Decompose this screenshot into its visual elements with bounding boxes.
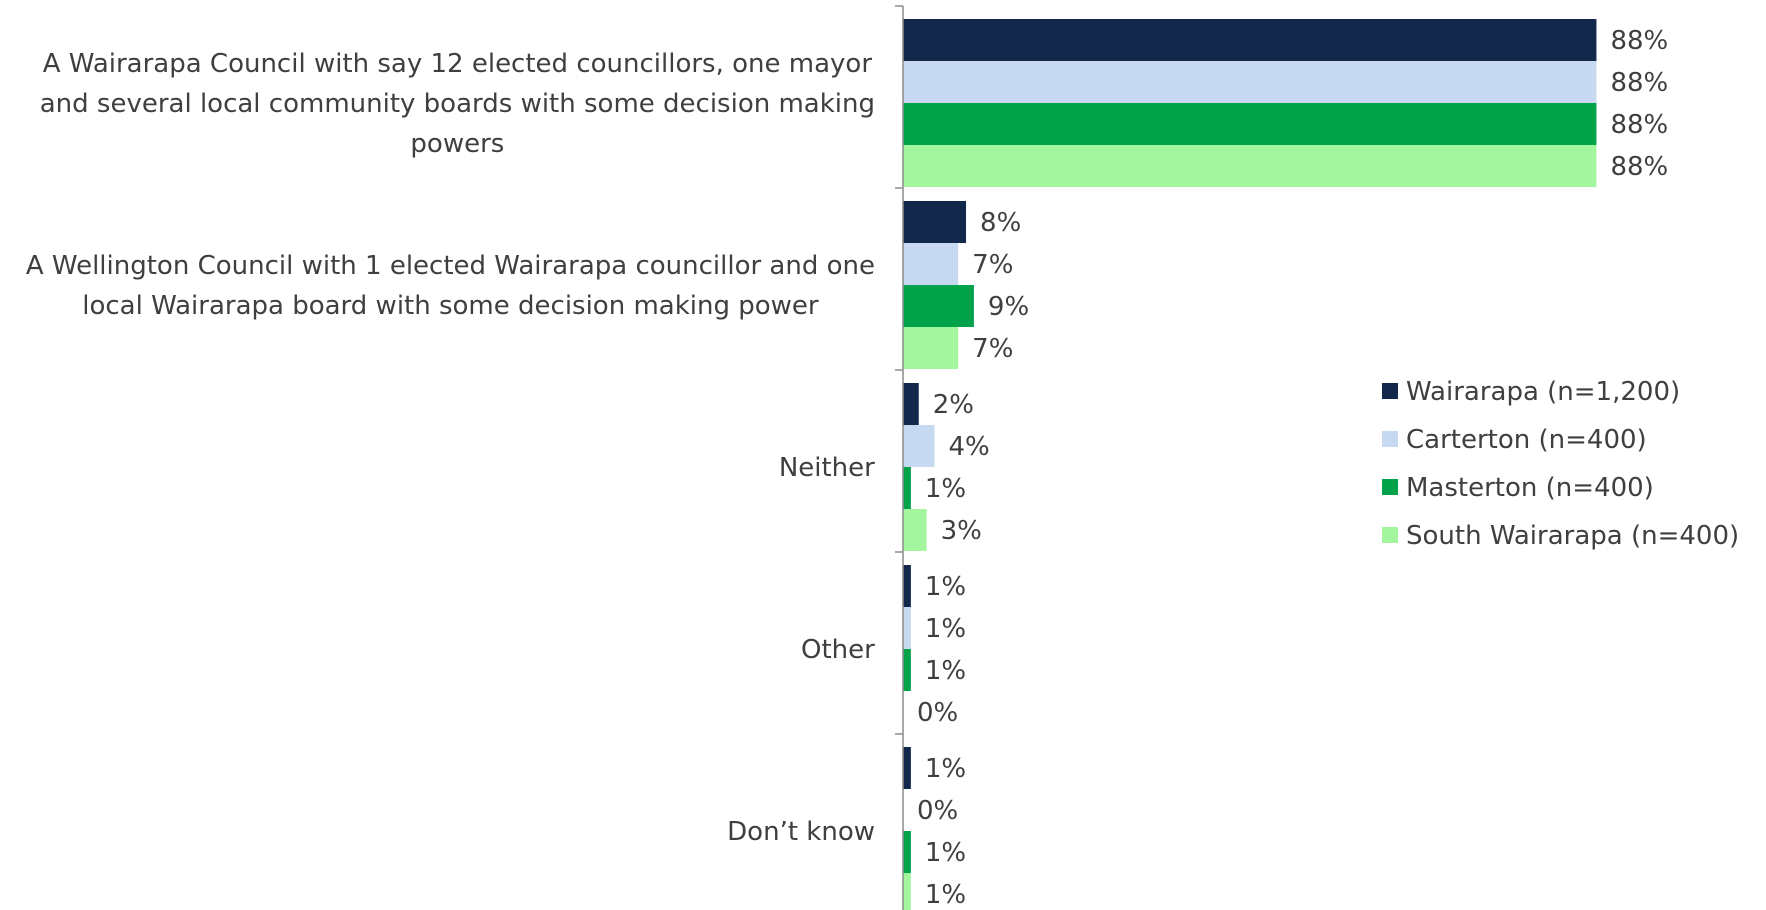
bar <box>903 145 1597 187</box>
data-label: 88% <box>1610 110 1668 140</box>
category-label: A Wairarapa Council with say 12 elected … <box>40 49 875 159</box>
bar <box>903 327 959 369</box>
data-label: 1% <box>925 572 966 602</box>
legend-label: South Wairarapa (n=400) <box>1406 521 1739 551</box>
category-axis <box>895 5 904 910</box>
bar <box>903 201 967 243</box>
data-label: 7% <box>972 250 1013 280</box>
category-label: Don’t know <box>727 817 875 847</box>
data-label: 8% <box>980 208 1021 238</box>
data-label: 88% <box>1610 68 1668 98</box>
data-label: 88% <box>1610 152 1668 182</box>
legend-swatch <box>1382 383 1398 399</box>
data-label: 9% <box>988 292 1029 322</box>
data-label: 1% <box>925 474 966 504</box>
bar <box>903 285 974 327</box>
bars-group: 88% 88% 88% 88% 8% 7% 9% 7% 2% 4% 1% 3% 1% 1% 1% 0% 1% 0%… <box>903 19 1668 910</box>
bar <box>903 383 919 425</box>
data-label: 1% <box>925 838 966 868</box>
data-label: 2% <box>933 390 974 420</box>
data-label: 7% <box>972 334 1013 364</box>
bar <box>903 103 1597 145</box>
data-label: 1% <box>925 880 966 910</box>
category-label: Other <box>801 635 875 665</box>
bar <box>903 61 1597 103</box>
bar <box>903 565 911 607</box>
data-label: 3% <box>941 516 982 546</box>
category-label: A Wellington Council with 1 elected Wair… <box>26 251 875 321</box>
bar <box>903 425 935 467</box>
data-label: 0% <box>917 796 958 826</box>
bar <box>903 607 911 649</box>
category-labels: A Wairarapa Council with say 12 elected … <box>26 49 875 847</box>
data-label: 88% <box>1610 26 1668 56</box>
bar <box>903 467 911 509</box>
legend-label: Carterton (n=400) <box>1406 425 1647 455</box>
bar <box>903 509 927 551</box>
legend-swatch <box>1382 479 1398 495</box>
category-label: Neither <box>779 453 875 483</box>
legend: Wairarapa (n=1,200) Carterton (n=400) Mast… <box>1382 377 1739 551</box>
legend-label: Wairarapa (n=1,200) <box>1406 377 1680 407</box>
bar <box>903 831 911 873</box>
bar <box>903 19 1597 61</box>
legend-swatch <box>1382 527 1398 543</box>
bar <box>903 243 959 285</box>
data-label: 1% <box>925 656 966 686</box>
data-label: 4% <box>949 432 990 462</box>
bar <box>903 873 911 910</box>
data-label: 0% <box>917 698 958 728</box>
bar <box>903 649 911 691</box>
legend-swatch <box>1382 431 1398 447</box>
data-label: 1% <box>925 754 966 784</box>
bar <box>903 747 911 789</box>
legend-label: Masterton (n=400) <box>1406 473 1654 503</box>
data-label: 1% <box>925 614 966 644</box>
